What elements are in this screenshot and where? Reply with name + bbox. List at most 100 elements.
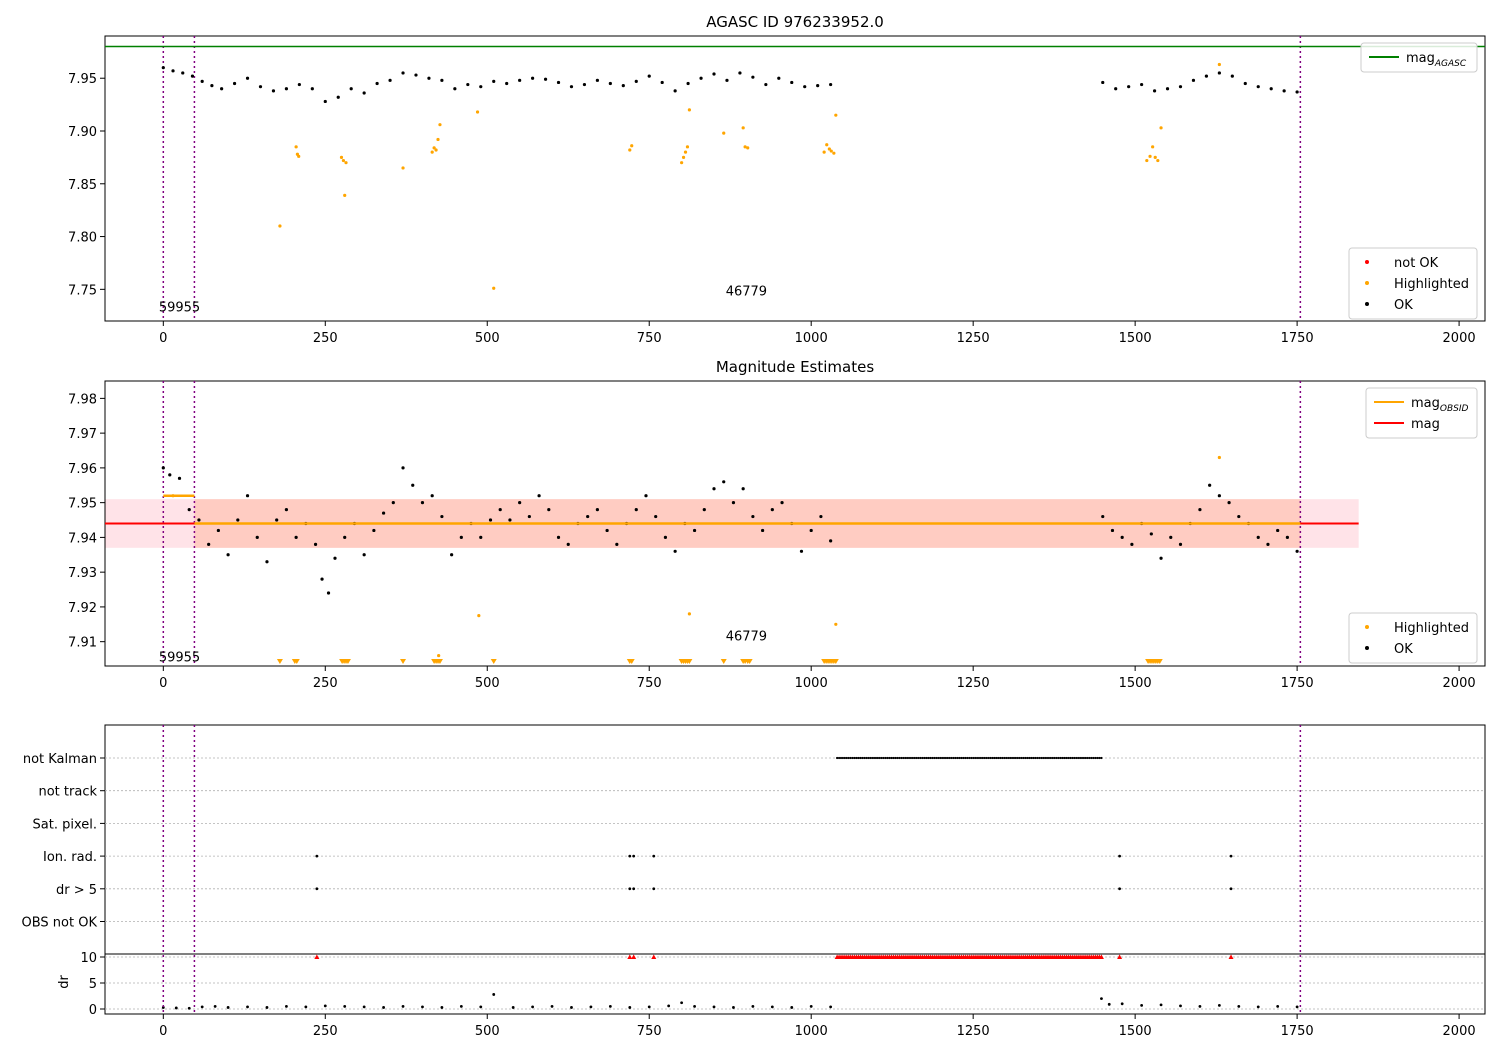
legend-label-p1-1-1: Highlighted <box>1394 277 1469 292</box>
dr-point-48 <box>1276 1005 1280 1008</box>
flag-point-0-0-1358 <box>1042 756 1045 760</box>
point-p2-s1-40 <box>537 494 541 498</box>
flag-point-0-0-1424 <box>1084 756 1088 760</box>
x-tick-label-p2-5: 1250 <box>957 676 990 691</box>
flag-point-0-0-1085 <box>865 756 868 760</box>
point-p1-s2-30 <box>531 76 535 80</box>
point-p1-s2-16 <box>349 87 353 91</box>
legend-box-p2-0 <box>1365 387 1478 439</box>
dr-clipped-marker-1 <box>627 954 633 959</box>
clipped-marker-p2-2 <box>293 659 300 664</box>
flag-point-0-0-1076 <box>859 756 862 760</box>
dr-point-5 <box>226 1006 230 1009</box>
x-tick-label-p3-8: 2000 <box>1443 1024 1476 1039</box>
x-tick-label-p1-3: 750 <box>637 331 662 346</box>
point-p1-s1-4 <box>339 155 344 159</box>
point-p2-s1-53 <box>663 535 668 540</box>
point-p2-s1-34 <box>479 535 483 540</box>
flag-point-0-0-1388 <box>1061 756 1064 760</box>
flag-point-3-x4 <box>1118 854 1121 858</box>
legend-marker-p1-1-0 <box>1365 260 1369 264</box>
flag-point-0-0-1106 <box>878 756 881 760</box>
point-p2-s1-54 <box>673 549 677 553</box>
legend-marker-p2-1-1 <box>1365 646 1369 650</box>
point-p1-s1-12 <box>436 137 440 142</box>
flag-point-0-0-1079 <box>861 756 864 760</box>
point-p1-s1-37 <box>1156 158 1160 163</box>
point-p2-s1-16 <box>313 542 318 546</box>
flag-point-0-0-1184 <box>929 756 932 760</box>
point-p1-s1-20 <box>683 150 688 154</box>
flag-point-4-x5 <box>1229 887 1233 891</box>
point-p2-s1-70 <box>829 539 833 543</box>
dr-point-49 <box>1295 1005 1299 1009</box>
point-p2-s1-22 <box>362 553 366 557</box>
flag-point-0-0-1229 <box>958 756 961 760</box>
point-p1-s2-55 <box>1114 87 1118 91</box>
point-p1-s1-31 <box>832 151 836 155</box>
point-p2-s1-2 <box>177 476 182 480</box>
point-p1-s2-49 <box>777 76 781 80</box>
flag-point-0-0-1325 <box>1020 756 1023 760</box>
point-p1-s2-12 <box>297 82 301 87</box>
flag-point-0-0-1421 <box>1082 756 1086 760</box>
point-p2-s1-88 <box>1266 542 1270 546</box>
y-tick-label-p1-0: 7.75 <box>68 283 97 298</box>
x-tick-label-p2-0: 0 <box>159 676 167 691</box>
dr-clipped-marker-5 <box>1228 954 1234 959</box>
dr-point-29 <box>680 1001 684 1005</box>
flag-point-4-x1 <box>628 887 632 891</box>
flag-point-0-0-1169 <box>919 756 922 760</box>
dr-clipped-marker-4 <box>1117 954 1123 959</box>
flag-point-0-0-1370 <box>1049 756 1053 760</box>
x-tick-label-p1-2: 500 <box>475 331 500 346</box>
flag-point-0-0-1202 <box>940 756 944 760</box>
point-p1-s2-53 <box>829 82 833 87</box>
point-p1-s2-61 <box>1191 78 1196 82</box>
flag-point-0-0-1046 <box>839 756 843 760</box>
x-tick-label-p1-8: 2000 <box>1443 331 1476 346</box>
flag-point-0-0-1271 <box>985 756 988 760</box>
axes-frame-p3 <box>104 724 1486 1015</box>
y-tick-label-p1-4: 7.95 <box>68 72 97 87</box>
legend-box-p1-0 <box>1360 42 1478 73</box>
flag-point-0-0-1265 <box>981 756 984 760</box>
flag-point-0-0-1361 <box>1043 756 1047 760</box>
axes-frame-p1 <box>104 35 1486 322</box>
point-p1-s1-36 <box>1153 155 1157 159</box>
flag-point-0-0-1181 <box>927 756 930 760</box>
point-p2-s1-25 <box>391 501 395 505</box>
legend-box-p2-1 <box>1348 612 1478 664</box>
point-p1-s1-38 <box>1159 126 1163 130</box>
flag-point-0-0-1115 <box>884 756 887 760</box>
x-tick-label-p1-1: 250 <box>313 331 338 346</box>
flag-point-0-0-1379 <box>1055 756 1058 760</box>
dr-point-46 <box>1237 1005 1241 1008</box>
dr-point-32 <box>732 1006 735 1009</box>
flag-row-label-4: dr > 5 <box>56 883 97 898</box>
flag-point-0-0-1064 <box>851 756 854 760</box>
flag-point-0-0-1418 <box>1080 756 1084 760</box>
point-p1-s2-57 <box>1140 82 1144 87</box>
point-p1-s2-51 <box>803 85 807 89</box>
point-p2-s1-4 <box>197 518 201 522</box>
flag-point-0-0-1214 <box>948 756 951 760</box>
y-tick-label-p2-6: 7.97 <box>68 427 97 442</box>
point-p1-s2-36 <box>608 81 612 86</box>
point-p1-s2-50 <box>790 80 794 85</box>
flag-point-0-0-1397 <box>1067 756 1070 760</box>
dr-point-13 <box>382 1006 385 1009</box>
dr-clipped-marker-3 <box>651 954 657 959</box>
point-p2-s1-67 <box>799 549 804 553</box>
flag-point-0-0-1130 <box>894 756 897 760</box>
point-p2-s1-0 <box>161 466 165 470</box>
point-p1-s2-68 <box>1282 89 1286 93</box>
point-p1-s2-62 <box>1204 74 1209 78</box>
point-p2-s1-19 <box>333 556 337 560</box>
point-p1-s1-35 <box>1151 145 1155 149</box>
point-p2-s1-28 <box>420 501 425 505</box>
flag-point-0-0-1133 <box>896 756 899 760</box>
flag-row-label-3: Ion. rad. <box>43 850 97 865</box>
x-tick-label-p3-5: 1250 <box>957 1024 990 1039</box>
flag-point-0-0-1154 <box>909 756 913 760</box>
